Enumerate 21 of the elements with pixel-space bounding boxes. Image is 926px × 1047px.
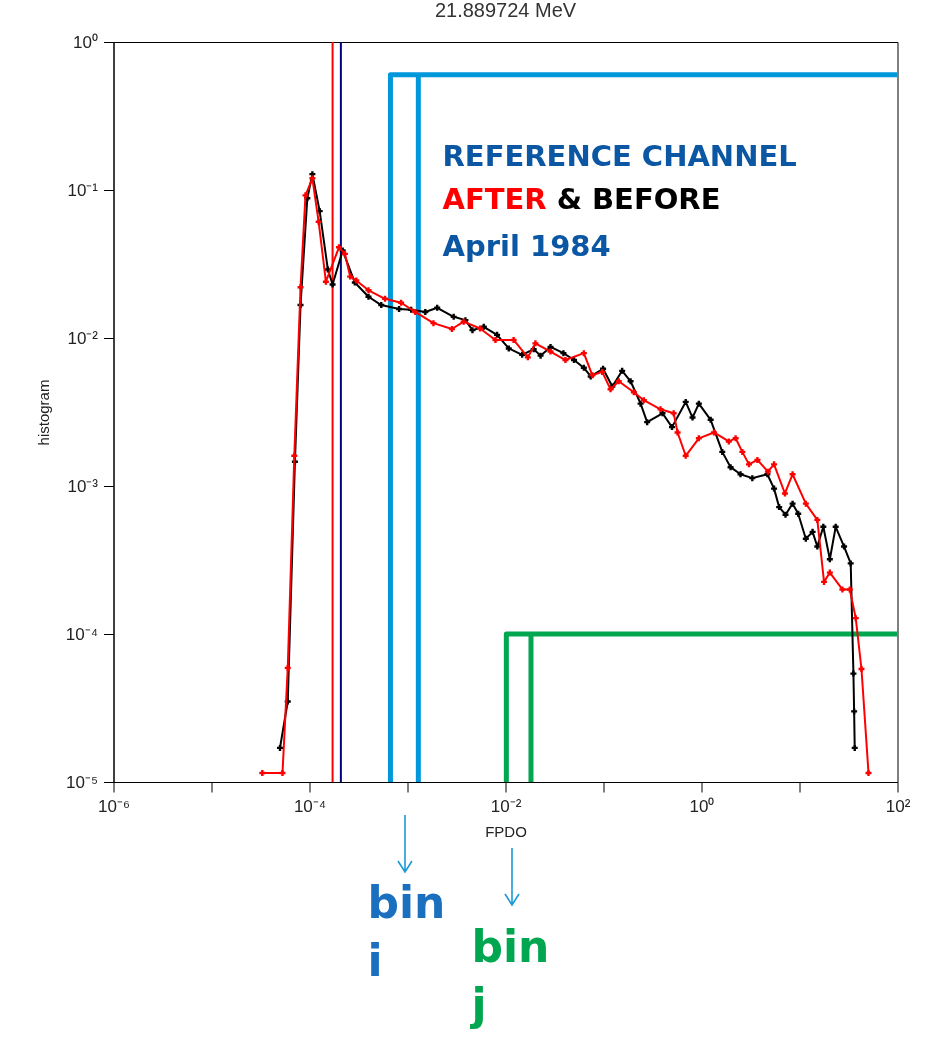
x-tick-label: 10⁻⁶	[98, 796, 130, 816]
y-tick-label: 10⁻³	[67, 476, 99, 496]
x-tick-label: 10⁻²	[490, 796, 522, 816]
y-tick-label: 10⁻²	[67, 328, 99, 348]
x-axis-title: FPDO	[485, 822, 527, 840]
text: bin i	[367, 877, 446, 986]
y-tick-label: 10⁻⁵	[66, 772, 98, 792]
text: AFTER	[442, 182, 547, 216]
x-tick-label: 10⁻⁴	[293, 796, 327, 816]
y-tick-label: 10⁰	[73, 32, 98, 52]
annotation: &	[556, 182, 582, 216]
y-tick-label: 10⁻¹	[67, 180, 99, 200]
x-tick-label: 10⁰	[689, 796, 715, 816]
text: BEFORE	[591, 182, 721, 216]
y-tick-label: 10⁻⁴	[65, 624, 98, 644]
chart-title: 21.889724 MeV	[434, 0, 577, 21]
annotation: April 1984	[442, 229, 611, 263]
annotation: REFERENCE CHANNEL	[442, 139, 797, 173]
x-tick-label: 10²	[885, 796, 911, 816]
text: bin j	[469, 921, 550, 1030]
y-axis-title: histogram	[34, 379, 52, 446]
